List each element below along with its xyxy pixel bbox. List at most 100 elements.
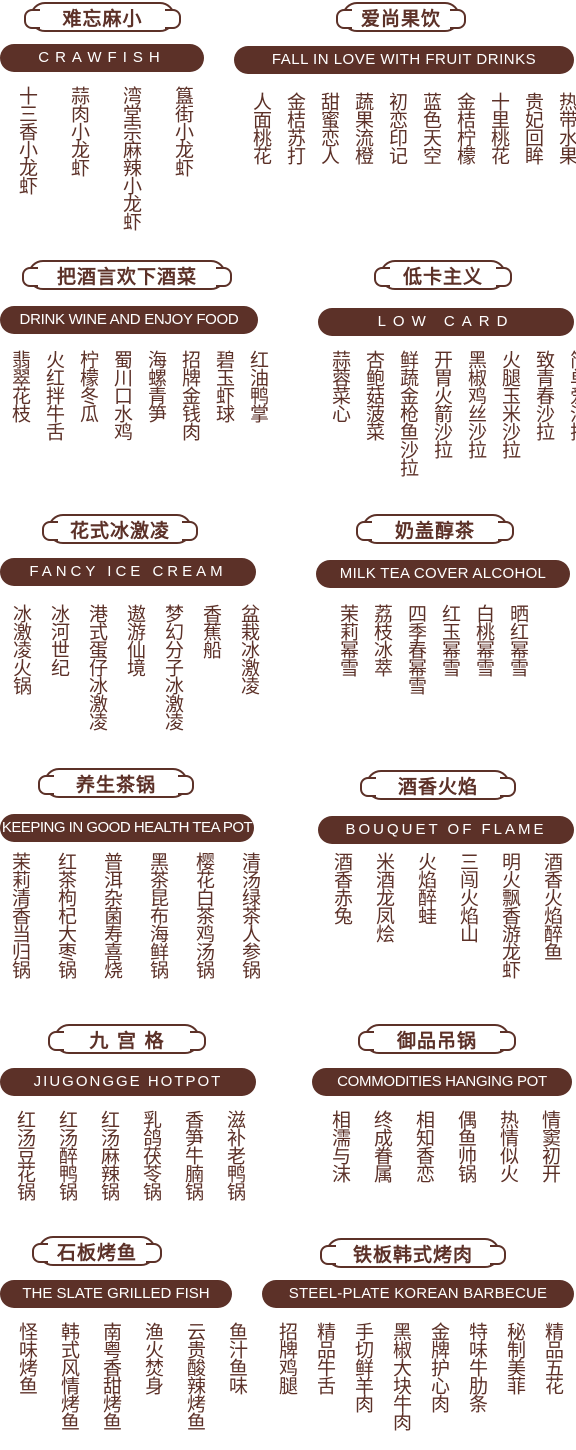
menu-item: 晒红幂雪 — [507, 604, 529, 676]
menu-item: 蔬果流橙 — [352, 92, 374, 164]
menu-item: 蒜蓉菜心 — [329, 350, 351, 422]
menu-item: 香蕉船 — [200, 604, 222, 658]
item-list: 酒香赤兔 米酒龙凤烩 火焰醉蛙 三闯火焰山 明火飘香游龙虾 酒香火焰醉鱼 — [327, 852, 563, 978]
section-title: 御品吊锅 — [358, 1024, 516, 1054]
menu-item: 冰激凌火锅 — [10, 604, 32, 694]
menu-item: 酒香火焰醉鱼 — [541, 852, 563, 960]
menu-item: 精品五花 — [542, 1322, 564, 1394]
item-list: 茉莉清香当归锅 红茶枸杞大枣锅 普洱杂菌寿喜烧 黑茶昆布海鲜锅 樱花白茶鸡汤锅 清汤绿茶人… — [5, 852, 261, 978]
section-title: 九 宫 格 — [48, 1024, 206, 1054]
section-subtitle: CRAWFISH — [0, 44, 204, 72]
menu-item: 白桃幂雪 — [473, 604, 495, 676]
menu-item: 蜀川口水鸡 — [111, 350, 133, 440]
section-title: 低卡主义 — [374, 260, 512, 290]
menu-item: 茉莉清香当归锅 — [9, 852, 31, 978]
menu-item: 酒香赤兔 — [331, 852, 353, 924]
menu-item: 秘制美菲 — [504, 1322, 526, 1394]
menu-item: 米酒龙凤烩 — [373, 852, 395, 942]
item-list: 相濡与沫 终成眷属 相知香恋 偶鱼帅锅 热情似火 情窦初开 — [325, 1110, 561, 1182]
menu-item: 冰河世纪 — [48, 604, 70, 676]
menu-item: 蓝色天空 — [420, 92, 442, 164]
menu-item: 湾堂宗麻辣小龙虾 — [120, 86, 142, 230]
menu-item: 金桔苏打 — [284, 92, 306, 164]
menu-item: 黑椒鸡丝沙拉 — [465, 350, 487, 458]
menu-item: 韩式风情烤鱼 — [58, 1322, 80, 1430]
menu-item: 甜蜜恋人 — [318, 92, 340, 164]
section-subtitle: DRINK WINE AND ENJOY FOOD — [0, 306, 258, 334]
section-subtitle: LOW CARD — [318, 308, 574, 336]
menu-item: 初恋印记 — [386, 92, 408, 164]
menu-item: 火腿玉米沙拉 — [499, 350, 521, 458]
menu-item: 人面桃花 — [250, 92, 272, 164]
menu-item: 简单爱沙拉 — [567, 350, 576, 440]
section-subtitle: BOUQUET OF FLAME — [318, 816, 574, 844]
menu-item: 簋街小龙虾 — [172, 86, 194, 176]
menu-item: 贵妃回眸 — [522, 92, 544, 164]
section-title: 铁板韩式烤肉 — [320, 1238, 506, 1268]
section-title: 爱尚果饮 — [336, 2, 466, 32]
menu-item: 红汤醉鸭锅 — [56, 1110, 78, 1200]
menu-item: 相濡与沫 — [329, 1110, 351, 1182]
menu-item: 港式蛋仔冰激凌 — [86, 604, 108, 730]
section-subtitle: COMMODITIES HANGING POT — [312, 1068, 572, 1096]
menu-item: 火焰醉蛙 — [415, 852, 437, 924]
menu-item: 招牌金钱肉 — [179, 350, 201, 440]
menu-item: 终成眷属 — [371, 1110, 393, 1182]
section-title: 花式冰激凌 — [42, 514, 198, 544]
menu-item: 遨游仙境 — [124, 604, 146, 676]
menu-item: 招牌鸡腿 — [276, 1322, 298, 1394]
menu-item: 翡翠花枝 — [9, 350, 31, 422]
menu-item: 致青春沙拉 — [533, 350, 555, 440]
menu-item: 怪味烤鱼 — [16, 1322, 38, 1394]
menu-item: 热带水果 — [556, 92, 576, 164]
menu-item: 特味牛肋条 — [466, 1322, 488, 1412]
menu-item: 相知香恋 — [413, 1110, 435, 1182]
menu-item: 红玉幂雪 — [439, 604, 461, 676]
menu-item: 十里桃花 — [488, 92, 510, 164]
section-title: 难忘麻小 — [24, 2, 181, 32]
section-subtitle: FANCY ICE CREAM — [0, 558, 256, 586]
item-list: 红汤豆花锅 红汤醉鸭锅 红汤麻辣锅 乳鸽茯苓锅 香笋牛腩锅 滋补老鸭锅 — [10, 1110, 246, 1200]
section-subtitle: STEEL-PLATE KOREAN BARBECUE — [262, 1280, 574, 1308]
menu-item: 盆栽冰激凌 — [238, 604, 260, 694]
menu-item: 茉莉幂雪 — [337, 604, 359, 676]
item-list: 人面桃花 金桔苏打 甜蜜恋人 蔬果流橙 初恋印记 蓝色天空 金桔柠檬 十里桃花 贵妃回眸 热带水果 — [246, 92, 576, 164]
menu-item: 黑茶昆布海鲜锅 — [147, 852, 169, 978]
section-title: 养生茶锅 — [38, 768, 194, 798]
menu-item: 柠檬冬瓜 — [77, 350, 99, 422]
menu-item: 碧玉虾球 — [213, 350, 235, 422]
menu-item: 杏鲍菇菠菜 — [363, 350, 385, 440]
menu-item: 火红拌牛舌 — [43, 350, 65, 440]
menu-item: 红茶枸杞大枣锅 — [55, 852, 77, 978]
item-list: 十三香小龙虾 蒜肉小龙虾 湾堂宗麻辣小龙虾 簋街小龙虾 — [12, 86, 194, 230]
menu-item: 梦幻分子冰激凌 — [162, 604, 184, 730]
menu-item: 普洱杂菌寿喜烧 — [101, 852, 123, 978]
menu-item: 手切鲜羊肉 — [352, 1322, 374, 1412]
section-title: 石板烤鱼 — [32, 1236, 162, 1266]
menu-item: 明火飘香游龙虾 — [499, 852, 521, 978]
section-subtitle: THE SLATE GRILLED FISH — [0, 1280, 232, 1308]
menu-item: 偶鱼帅锅 — [455, 1110, 477, 1182]
menu-item: 十三香小龙虾 — [16, 86, 38, 194]
menu-item: 四季春幂雪 — [405, 604, 427, 694]
item-list: 冰激凌火锅 冰河世纪 港式蛋仔冰激凌 遨游仙境 梦幻分子冰激凌 香蕉船 盆栽冰激凌 — [6, 604, 260, 730]
menu-item: 红汤豆花锅 — [14, 1110, 36, 1200]
menu-item: 蒜肉小龙虾 — [68, 86, 90, 176]
menu-item: 海螺青笋 — [145, 350, 167, 422]
menu-item: 红油鸭掌 — [247, 350, 269, 422]
section-title: 把酒言欢下酒菜 — [22, 260, 232, 290]
menu-item: 乳鸽茯苓锅 — [140, 1110, 162, 1200]
item-list: 招牌鸡腿 精品牛舌 手切鲜羊肉 黑椒大块牛肉 金牌护心肉 特味牛肋条 秘制美菲 精品五花 — [272, 1322, 564, 1430]
menu-item: 鲜蔬金枪鱼沙拉 — [397, 350, 419, 476]
item-list: 蒜蓉菜心 杏鲍菇菠菜 鲜蔬金枪鱼沙拉 开胃火箭沙拉 黑椒鸡丝沙拉 火腿玉米沙拉 致青春沙拉简… — [325, 350, 576, 476]
section-subtitle: JIUGONGGE HOTPOT — [0, 1068, 256, 1096]
menu-item: 樱花白茶鸡汤锅 — [193, 852, 215, 978]
section-subtitle: FALL IN LOVE WITH FRUIT DRINKS — [234, 46, 574, 74]
section-subtitle: KEEPING IN GOOD HEALTH TEA POT — [0, 814, 254, 842]
menu-item: 鱼汁鱼味 — [226, 1322, 248, 1394]
menu-item: 情窦初开 — [539, 1110, 561, 1182]
section-title: 酒香火焰 — [360, 770, 516, 800]
menu-item: 渔火焚身 — [142, 1322, 164, 1394]
menu-item: 热情似火 — [497, 1110, 519, 1182]
menu-item: 金牌护心肉 — [428, 1322, 450, 1412]
